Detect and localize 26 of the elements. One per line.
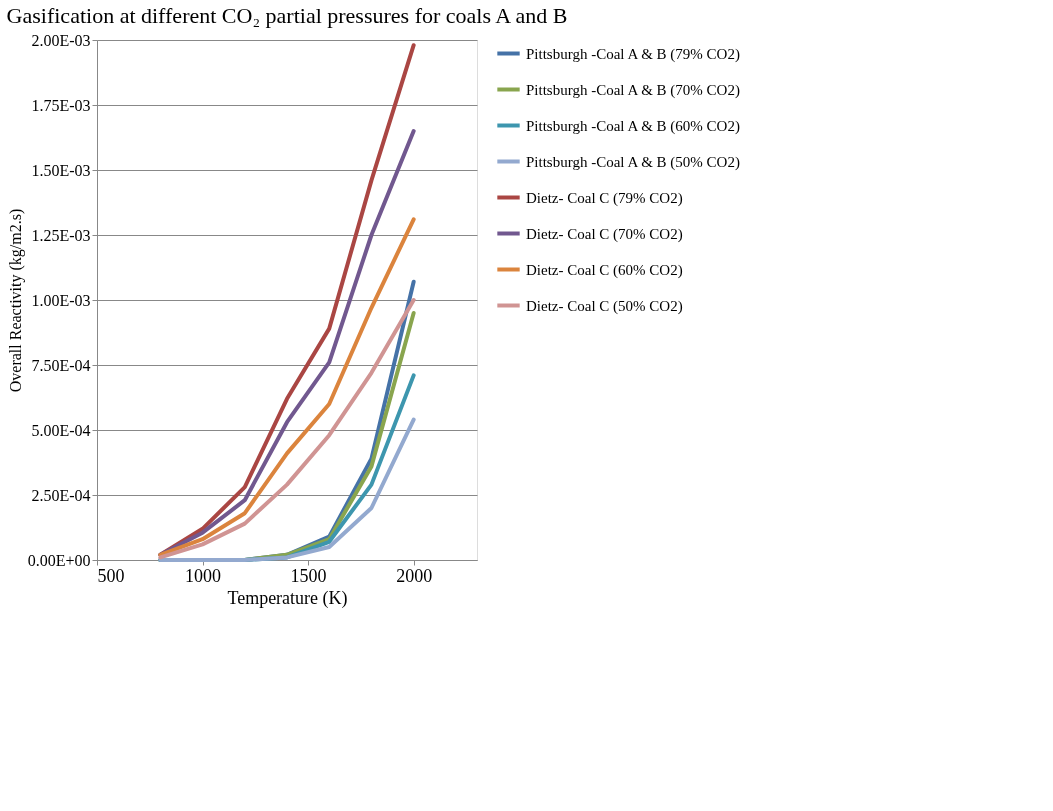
y-tick-label: 1.00E-03	[31, 291, 91, 309]
legend-label: Pittsburgh -Coal A & B (50% CO2)	[526, 153, 740, 171]
y-tick-label: 5.00E-04	[31, 421, 91, 439]
line-series	[158, 217, 416, 557]
legend-label: Dietz- Coal C (60% CO2)	[526, 261, 683, 279]
y-tick-label: 2.00E-03	[31, 31, 91, 49]
y-tick-label: 2.50E-04	[31, 486, 91, 504]
legend-label: Dietz- Coal C (70% CO2)	[526, 225, 683, 243]
legend-label: Pittsburgh -Coal A & B (70% CO2)	[526, 81, 740, 99]
y-tick-label: 0.00E+00	[27, 551, 91, 569]
y-tick-label: 7.50E-04	[31, 356, 91, 374]
legend-label: Pittsburgh -Coal A & B (60% CO2)	[526, 117, 740, 135]
y-tick-label: 1.50E-03	[31, 161, 91, 179]
x-tick-label: 1000	[185, 565, 222, 586]
line-series	[158, 417, 416, 562]
legend-label: Dietz- Coal C (79% CO2)	[526, 189, 683, 207]
y-axis-title: Overall Reactivity (kg/m2.s)	[6, 208, 25, 393]
legend-label: Dietz- Coal C (50% CO2)	[526, 297, 683, 315]
x-axis-title: Temperature (K)	[227, 587, 348, 609]
x-tick-label: 1500	[290, 565, 327, 586]
x-tick-label: 500	[97, 565, 125, 586]
x-tick-label: 2000	[396, 565, 433, 586]
y-tick-label: 1.25E-03	[31, 226, 91, 244]
y-tick-label: 1.75E-03	[31, 96, 91, 114]
chart-title: Gasification at different CO₂ partial pressures for coals A and B	[6, 3, 568, 28]
legend-label: Pittsburgh -Coal A & B (79% CO2)	[526, 45, 740, 63]
